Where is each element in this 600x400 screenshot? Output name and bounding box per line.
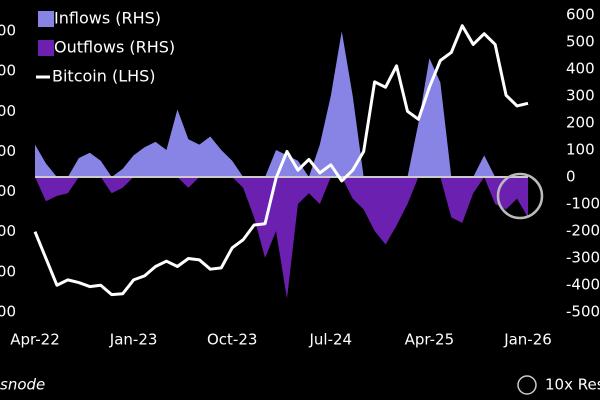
y2-tick-label: 0 <box>566 168 576 186</box>
y2-tick-label: -400 <box>566 276 600 294</box>
y2-tick-label: -200 <box>566 222 600 240</box>
price-line <box>33 24 529 297</box>
y2-tick-label: 300 <box>566 87 595 105</box>
legend-swatch <box>38 11 54 27</box>
legend-swatch <box>38 40 54 56</box>
y-tick-label: 70,000 <box>0 142 16 160</box>
y-tick-label: 40,000 <box>0 222 16 240</box>
y2-tick-label: 600 <box>566 6 595 24</box>
y-tick-label: 10,000 <box>0 303 16 321</box>
y2-tick-label: 500 <box>566 33 595 51</box>
y2-tick-label: 200 <box>566 114 595 132</box>
flow-area <box>35 31 528 178</box>
y2-tick-label: -300 <box>566 249 600 267</box>
legend-label: Bitcoin (LHS) <box>52 67 156 86</box>
y-tick-label: 55,000 <box>0 182 16 200</box>
legend-label: Inflows (RHS) <box>54 9 161 28</box>
y2-tick-label: -500 <box>566 303 600 321</box>
x-tick-label: Apr-22 <box>10 331 60 349</box>
y-tick-label: 85,000 <box>0 102 16 120</box>
x-tick-label: Jan-26 <box>503 331 552 349</box>
logo-icon <box>517 375 537 395</box>
y2-tick-label: 100 <box>566 141 595 159</box>
y-tick-label: 25,000 <box>0 262 16 280</box>
legend-label: Outflows (RHS) <box>54 38 175 57</box>
highlight-circle <box>496 172 544 220</box>
y2-tick-label: 400 <box>566 60 595 78</box>
y-tick-label: 100,000 <box>0 62 16 80</box>
x-tick-label: Oct-23 <box>207 331 257 349</box>
brand-label: 10x Res <box>545 376 600 394</box>
y2-tick-label: -100 <box>566 195 600 213</box>
source-label: snode <box>0 376 45 394</box>
plot <box>33 24 529 299</box>
y-tick-label: 115,000 <box>0 22 16 40</box>
flow-area <box>35 177 528 299</box>
x-tick-label: Apr-25 <box>405 331 455 349</box>
x-tick-label: Jan-23 <box>109 331 158 349</box>
x-tick-label: Jul-24 <box>308 331 352 349</box>
